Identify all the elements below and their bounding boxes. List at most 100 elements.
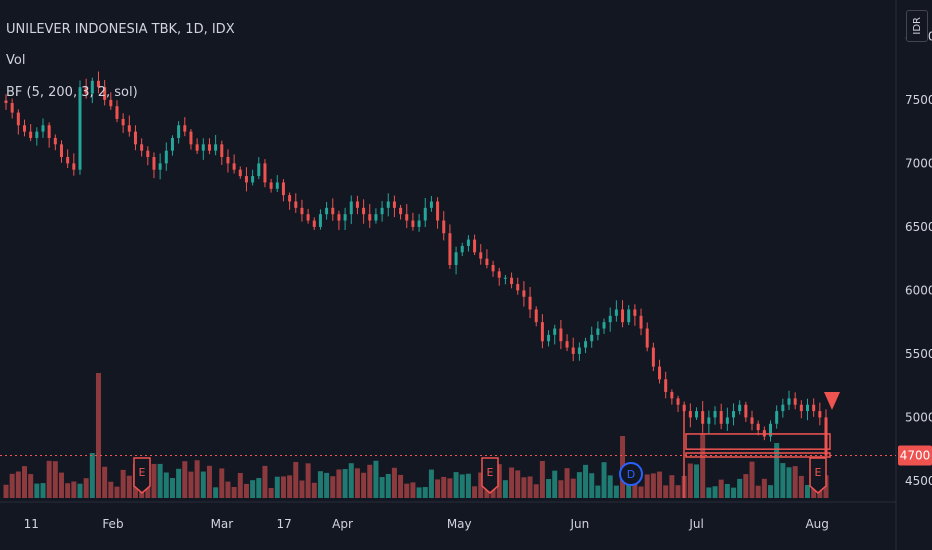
volume-bar [231,486,237,498]
volume-bar [40,483,46,498]
candle-body [701,411,705,424]
volume-bar [805,485,811,498]
volume-bar [453,472,459,498]
x-tick-label: Apr [332,517,353,531]
candle-body [294,201,298,208]
candle-body [516,284,520,291]
volume-bar [324,472,330,498]
candle-body [164,150,168,164]
candle-body [53,137,57,145]
volume-bar [768,485,774,498]
volume-bar [206,465,212,498]
volume-bar [718,479,724,498]
volume-bar [151,463,157,498]
x-tick-label: May [447,517,472,531]
volume-bar [459,474,465,498]
volume-bar [71,481,77,498]
volume-bar [700,433,706,498]
volume-bar [126,475,132,498]
x-tick-label: Mar [211,517,234,531]
candle-body [719,411,723,424]
candle-body [281,182,285,196]
candle-body [109,99,113,107]
candle-body [651,347,655,367]
candle-body [633,309,637,316]
candle-body [170,137,174,151]
candle-body [645,328,649,348]
candle-body [522,290,526,297]
candle-body [355,201,359,208]
volume-bar [755,485,761,498]
volume-bar [311,482,317,498]
candle-body [374,214,378,221]
volume-bar [410,482,416,498]
candle-body [22,125,26,132]
candle-body [621,309,625,323]
volume-bar [428,469,434,498]
candle-body [121,118,125,126]
candle-body [732,411,736,418]
volume-bar [743,474,749,498]
x-tick-label: Feb [102,517,123,531]
candle-body [244,176,248,183]
volume-bar [786,467,792,498]
candles-group [4,71,828,459]
candle-body [35,131,39,138]
volume-bar [490,487,496,498]
candle-body [806,404,810,412]
volume-bar [114,486,120,498]
volume-bar [83,478,89,498]
volume-bar [496,464,502,498]
volume-bar [237,472,243,498]
candle-body [799,404,803,412]
last-price-badge-bg [898,445,932,466]
candle-body [47,125,51,138]
volume-bar [348,463,354,498]
symbol-title[interactable]: UNILEVER INDONESIA TBK, 1D, IDX [6,22,235,37]
y-tick-label: 5000 [905,410,932,424]
volume-legend[interactable]: Vol [6,53,26,68]
candle-body [627,309,631,323]
candle-body [448,233,452,265]
earnings-marker-shape [481,457,499,494]
earnings-marker-label: E [815,466,822,479]
candle-body [695,411,699,418]
candle-body [608,315,612,323]
candle-body [787,398,791,405]
volume-bar [52,461,58,498]
candle-body [300,207,304,215]
earnings-marker-icon: E [809,457,827,494]
volume-bar [552,470,558,498]
volume-bar [182,461,188,498]
volume-bar [478,472,484,498]
volume-bar [576,472,582,498]
earnings-marker-shape [809,457,827,494]
candle-body [257,163,261,177]
candle-body [140,144,144,151]
candle-body [214,144,218,151]
volume-bar [792,466,798,498]
volume-bar [435,479,441,498]
indicator-legend[interactable]: BF (5, 200, 3, 2, sol) [6,85,138,100]
candle-body [318,214,322,227]
candle-body [405,214,409,221]
volume-bar [89,453,95,498]
candle-body [454,252,458,265]
candle-body [275,182,279,189]
candle-body [528,296,532,310]
earnings-marker-icon: E [133,457,151,494]
currency-label: IDR [911,17,923,35]
candle-body [207,144,211,151]
sell-arrow-icon [824,392,840,410]
volume-bar [342,469,348,498]
currency-badge[interactable]: IDR [906,10,928,42]
volume-bar [441,476,447,498]
candle-body [547,334,551,342]
volume-bar [669,475,675,498]
volume-bar [521,477,527,498]
dividend-marker-shape [619,462,643,486]
volume-bar [299,480,305,498]
volume-bar [287,475,293,498]
